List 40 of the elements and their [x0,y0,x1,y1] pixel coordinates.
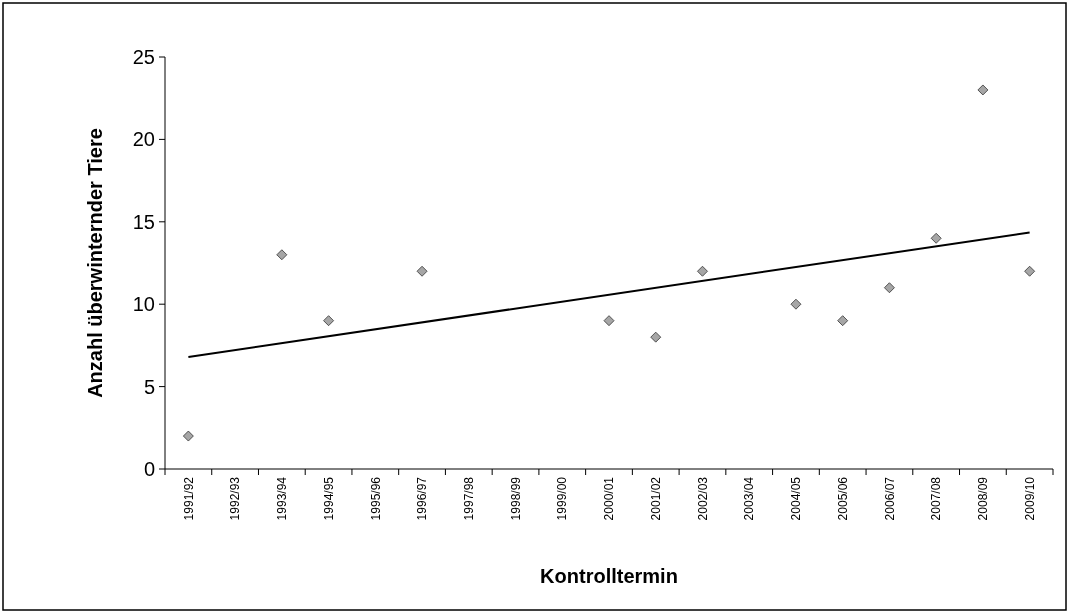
point [182,430,194,442]
x-tick-label: 1993/94 [275,476,290,521]
x-tick-label: 1994/95 [321,476,336,521]
x-tick-label: 2005/06 [835,476,850,521]
point [884,282,895,294]
y-axis-title: Anzahl überwinternder Tiere [84,128,106,398]
point [603,315,615,327]
point [697,265,708,277]
x-tick-label: 1992/93 [228,476,243,521]
x-tick-label: 2009/10 [1022,476,1037,521]
point [416,265,428,277]
x-tick-label: 2000/01 [602,476,617,521]
x-tick-label: 1997/98 [461,476,476,521]
y-tick-label: 0 [143,458,155,480]
point [837,315,849,327]
x-tick-label: 1995/96 [368,476,383,521]
point [323,315,334,327]
x-tick-label: 1991/92 [181,476,196,521]
x-tick-label: 1996/97 [415,476,430,521]
point [790,298,802,310]
x-tick-label: 2004/05 [789,476,804,521]
point [930,232,942,244]
point [650,331,662,343]
x-tick-label: 2003/04 [742,476,757,521]
y-tick-label: 15 [132,210,155,233]
x-tick-label: 2008/09 [976,476,991,521]
y-tick-label: 20 [132,128,155,151]
point [1024,265,1036,277]
x-tick-label: 1998/99 [508,476,523,521]
point [977,84,989,96]
y-tick-label: 10 [132,293,155,316]
x-tick-label: 2006/07 [882,476,897,521]
x-tick-label: 1999/00 [555,476,570,521]
y-tick-label: 5 [143,375,155,398]
x-axis-title: Kontrolltermin [540,565,678,587]
x-tick-label: 2001/02 [648,476,663,521]
x-tick-label: 2007/08 [929,476,944,521]
y-tick-label: 25 [132,46,155,68]
point [276,249,288,261]
x-tick-label: 2002/03 [695,476,710,521]
